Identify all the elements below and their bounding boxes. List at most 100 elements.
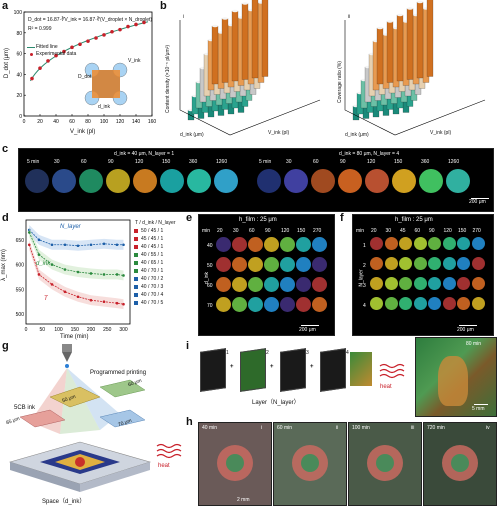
f-dot — [471, 297, 485, 310]
c-time-right: 120 — [367, 159, 376, 165]
b-zlabel-1: V_ink (pl) — [268, 130, 290, 136]
d-xtick-label: 300 — [119, 327, 128, 333]
b-xlabel-2: d_ink (μm) — [345, 132, 369, 138]
h-mandala-inner — [376, 454, 394, 472]
a-ytick-label: 100 — [14, 10, 23, 16]
f-dot — [384, 237, 398, 250]
e-corner-min: min — [202, 228, 211, 234]
i-layer-number: 1 — [226, 350, 229, 356]
a-point — [110, 29, 114, 34]
c-dot-right — [365, 169, 389, 193]
c-dot-right — [446, 169, 470, 193]
b-zlabel-2: V_ink (pl) — [430, 130, 452, 136]
c-time-right: 360 — [421, 159, 430, 165]
a-xtick-label: 140 — [132, 119, 141, 125]
e-col-label: 90 — [265, 228, 271, 234]
a-point — [70, 45, 74, 50]
e-dot — [296, 237, 311, 252]
c-left-title: d_ink = 40 μm, N_layer = 1 — [114, 151, 175, 157]
d-legend-label: 40 / 70 / 4 — [141, 292, 164, 298]
legend-fit-line — [27, 47, 35, 48]
b-bar — [211, 25, 219, 85]
f-dot — [370, 297, 383, 310]
b-xlabel-1: d_ink (μm) — [180, 132, 204, 138]
d-point — [115, 243, 119, 247]
d-point — [122, 274, 125, 277]
i-layer-number: 4 — [346, 350, 349, 356]
e-dot — [312, 257, 327, 272]
c-dot-right — [284, 169, 308, 193]
e-dot — [264, 277, 279, 292]
c-right-title: d_ink = 80 μm, N_layer = 4 — [339, 151, 400, 157]
f-col-label: 60 — [414, 228, 421, 234]
g-bottom: Space（d_ink） — [42, 499, 86, 505]
c-dot-left — [160, 169, 184, 193]
f-dot — [428, 237, 441, 250]
e-col-label: 30 — [233, 228, 239, 234]
a-xtick-label: 120 — [116, 119, 125, 125]
a-xtick-label: 160 — [148, 119, 157, 125]
c-time-left: 60 — [81, 159, 87, 165]
r2: R² = 0.999 — [28, 26, 52, 32]
e-row-label: 40 — [207, 243, 213, 249]
b-sub-i: i — [183, 14, 185, 20]
heat-icon-i — [379, 363, 405, 379]
e-row-label: 60 — [207, 283, 213, 289]
b-bar-top — [232, 9, 238, 13]
c-time-left: 360 — [189, 159, 198, 165]
c-dot-left — [25, 169, 49, 193]
f-dot — [428, 297, 441, 310]
d-line — [28, 229, 124, 247]
a-xtick-label: 40 — [53, 119, 59, 125]
c-dot-right — [419, 169, 443, 193]
panel-label-a: a — [2, 0, 9, 12]
f-dot — [370, 237, 383, 250]
c-time-right: 1260 — [448, 159, 460, 165]
d-legend-item: 40 / 45 / 1 — [134, 244, 163, 250]
panel-label-g: g — [2, 340, 9, 352]
h-frame-time: 40 min — [202, 425, 218, 431]
h-mandala-inner — [301, 454, 319, 472]
b-ylabel-2: Coverage ratio (%) — [337, 61, 343, 103]
f-dot — [413, 237, 427, 250]
b-bar — [386, 21, 394, 83]
f-dot — [399, 257, 412, 270]
d-legend-item: 40 / 55 / 1 — [134, 252, 163, 258]
f-dot — [457, 237, 470, 250]
panel-label-c: c — [2, 143, 9, 155]
f-dot — [442, 237, 456, 250]
h-frame-time: 720 min — [427, 425, 445, 431]
d-point — [115, 301, 119, 305]
e-col-label: 120 — [281, 228, 290, 234]
i-heat: heat — [380, 384, 392, 390]
e-row-label: 50 — [207, 263, 213, 269]
a-point — [94, 36, 98, 40]
h-scale: 2 mm — [237, 497, 250, 503]
c-time-left: 30 — [54, 159, 60, 165]
equation: D_dot = 16.87·∛V_ink = 16.87·∛(V_droplet… — [28, 17, 153, 23]
d-legend-label: 40 / 70 / 2 — [141, 276, 164, 282]
e-dot — [248, 297, 263, 312]
d-point — [76, 244, 80, 248]
f-dot — [384, 277, 398, 290]
h-frame: 60 min ii — [273, 422, 347, 506]
e-dot — [264, 297, 279, 312]
d-anno-t: T — [44, 296, 48, 302]
a-point — [126, 24, 130, 29]
d-legend-item: 40 / 70 / 4 — [134, 292, 163, 298]
f-row-label: 3 — [363, 283, 366, 289]
f-dot — [399, 237, 412, 250]
f-dot — [471, 277, 485, 290]
h-frame-roman: i — [261, 425, 263, 431]
d-legend-label: 40 / 55 / 1 — [141, 252, 164, 258]
c-dot-left — [133, 169, 157, 193]
c-time-right: 30 — [286, 159, 292, 165]
e-dot — [216, 257, 231, 272]
f-dot — [370, 257, 383, 270]
f-col-label: 150 — [458, 228, 467, 234]
i-layer-number: 3 — [306, 350, 309, 356]
e-row-label: 70 — [207, 303, 213, 309]
c-time-right: 5 min — [259, 159, 272, 165]
panel-e-image: h_film : 25 μm min d_ink 20 30 60 90 120 150 2… — [198, 214, 335, 336]
panel-label-f: f — [340, 212, 344, 224]
